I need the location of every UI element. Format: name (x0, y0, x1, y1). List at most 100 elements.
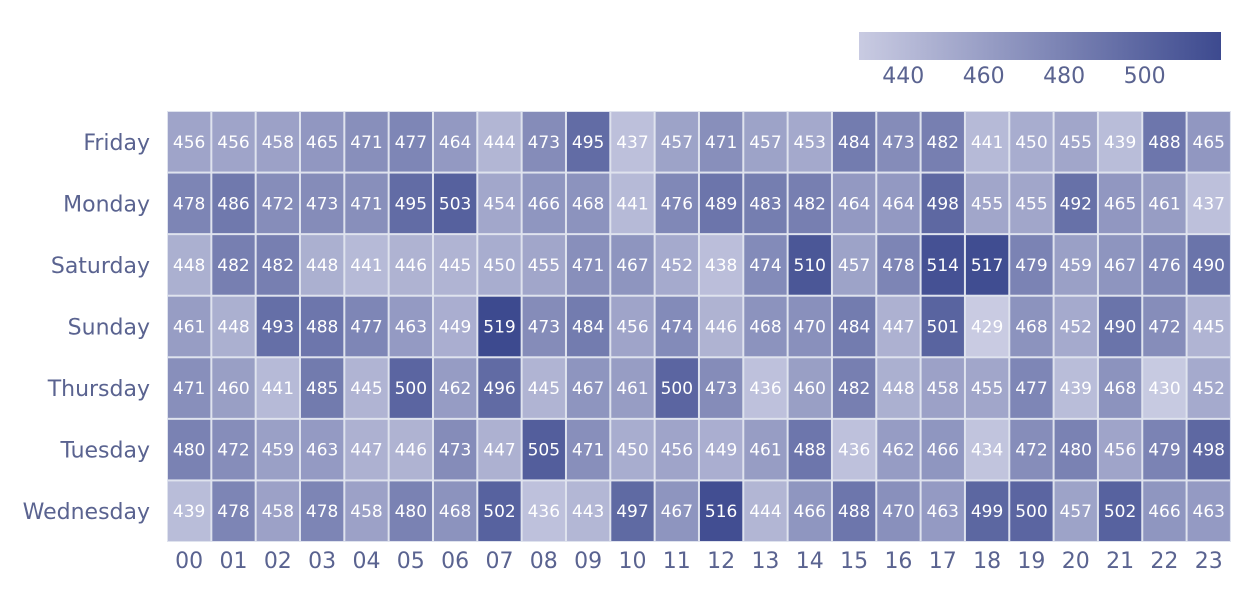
heatmap-cell (1054, 173, 1097, 234)
cell-value-label: 502 (1104, 502, 1136, 522)
cell-value-label: 490 (1193, 256, 1225, 276)
x-tick-label: 00 (175, 549, 203, 574)
cell-value-label: 445 (439, 256, 471, 276)
cell-value-label: 467 (616, 256, 648, 276)
cell-value-label: 447 (882, 318, 914, 338)
heatmap-cell (522, 419, 565, 480)
heatmap-cell (212, 358, 255, 418)
heatmap-cell (168, 296, 211, 357)
cell-value-label: 498 (927, 194, 959, 214)
cell-value-label: 447 (483, 441, 515, 461)
heatmap-cell (1054, 358, 1097, 418)
cell-value-label: 467 (572, 379, 604, 399)
cell-value-label: 471 (572, 256, 604, 276)
heatmap-cell (655, 481, 698, 541)
heatmap-cell (832, 481, 876, 541)
heatmap-cell (345, 112, 388, 172)
heatmap-cell (744, 419, 787, 480)
cell-value-label: 482 (794, 194, 826, 214)
heatmap-cell (1054, 112, 1097, 172)
heatmap-cell (788, 419, 831, 480)
cell-value-label: 453 (794, 133, 826, 153)
y-tick-label: Sunday (68, 316, 150, 341)
cell-value-label: 441 (262, 379, 294, 399)
heatmap-cells: 456 456 458 465 471 477 464 444 473 495 437 457 471 4… (168, 112, 1230, 541)
heatmap-cell (1054, 235, 1097, 295)
cell-value-label: 495 (395, 194, 427, 214)
cell-value-label: 477 (1015, 379, 1047, 399)
heatmap-cell (788, 481, 831, 541)
cell-value-label: 459 (262, 441, 294, 461)
heatmap-cell (788, 358, 831, 418)
cell-value-label: 465 (1104, 194, 1136, 214)
heatmap-cell (921, 173, 964, 234)
cell-value-label: 457 (749, 133, 781, 153)
heatmap-cell (1098, 358, 1142, 418)
heatmap-cell (1010, 419, 1053, 480)
heatmap-cell (1143, 112, 1186, 172)
cell-value-label: 483 (749, 194, 781, 214)
heatmap-cell (699, 481, 743, 541)
cell-value-label: 514 (927, 256, 959, 276)
heatmap-cell (1143, 481, 1186, 541)
cell-value-label: 502 (483, 502, 515, 522)
cell-value-label: 488 (794, 441, 826, 461)
heatmap-cell (300, 173, 344, 234)
cell-value-label: 455 (1060, 133, 1092, 153)
heatmap-cell (345, 173, 388, 234)
cell-value-label: 493 (262, 318, 294, 338)
heatmap-cell (699, 235, 743, 295)
cell-value-label: 484 (838, 318, 870, 338)
heatmap-cell (389, 419, 432, 480)
cell-value-label: 485 (306, 379, 338, 399)
heatmap-cell (256, 173, 299, 234)
cell-value-label: 496 (483, 379, 515, 399)
heatmap-cell (921, 481, 964, 541)
cell-value-label: 467 (1104, 256, 1136, 276)
heatmap-cell (1143, 358, 1186, 418)
cell-value-label: 473 (439, 441, 471, 461)
cell-value-label: 448 (217, 318, 249, 338)
x-tick-label: 14 (796, 549, 824, 574)
heatmap-cell (832, 112, 876, 172)
heatmap-cell (1187, 296, 1230, 357)
cell-value-label: 455 (1015, 194, 1047, 214)
heatmap-cell (168, 235, 211, 295)
heatmap-cell (522, 173, 565, 234)
heatmap-cell (566, 358, 610, 418)
cell-value-label: 471 (350, 194, 382, 214)
cell-value-label: 476 (661, 194, 693, 214)
x-tick-label: 19 (1017, 549, 1045, 574)
cell-value-label: 448 (306, 256, 338, 276)
cell-value-label: 462 (882, 441, 914, 461)
cell-value-label: 473 (705, 379, 737, 399)
heatmap-cell (699, 358, 743, 418)
cell-value-label: 471 (705, 133, 737, 153)
cell-value-label: 445 (528, 379, 560, 399)
heatmap-cell (389, 173, 432, 234)
x-tick-label: 06 (441, 549, 469, 574)
heatmap-cell (1187, 235, 1230, 295)
cell-value-label: 468 (572, 194, 604, 214)
heatmap-cell (611, 481, 654, 541)
heatmap-cell (611, 358, 654, 418)
cell-value-label: 480 (173, 441, 205, 461)
heatmap-cell (256, 419, 299, 480)
x-tick-label: 21 (1106, 549, 1134, 574)
heatmap-cell (212, 112, 255, 172)
cell-value-label: 479 (1015, 256, 1047, 276)
cell-value-label: 463 (306, 441, 338, 461)
heatmap-cell (877, 296, 920, 357)
cell-value-label: 477 (350, 318, 382, 338)
heatmap-cell (256, 296, 299, 357)
heatmap-cell (921, 112, 964, 172)
heatmap-cell (1054, 296, 1097, 357)
x-tick-label: 18 (973, 549, 1001, 574)
x-tick-label: 05 (397, 549, 425, 574)
heatmap-cell (611, 419, 654, 480)
cell-value-label: 472 (1148, 318, 1180, 338)
cell-value-label: 445 (350, 379, 382, 399)
cell-value-label: 516 (705, 502, 737, 522)
cell-value-label: 465 (306, 133, 338, 153)
